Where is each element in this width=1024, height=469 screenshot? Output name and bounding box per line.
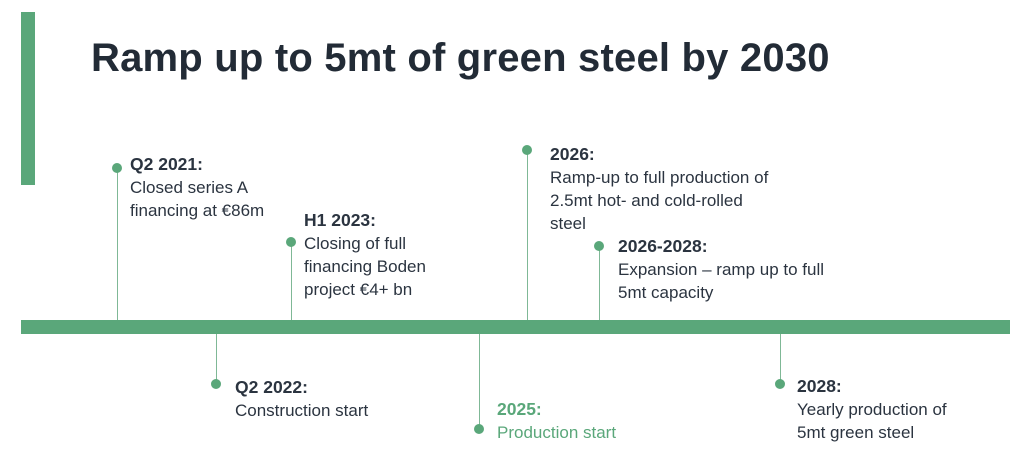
connector-line: [216, 334, 217, 384]
page-title: Ramp up to 5mt of green steel by 2030: [91, 36, 830, 80]
event-description: Ramp-up to full production of 2.5mt hot-…: [550, 168, 769, 233]
event-description: Construction start: [235, 401, 369, 420]
event-date: Q2 2022:: [235, 377, 308, 397]
event-date: Q2 2021:: [130, 154, 203, 174]
connector-line: [117, 168, 118, 320]
accent-bar: [21, 12, 35, 185]
timeline-event-q2-2022: Q2 2022: Construction start: [235, 376, 368, 422]
timeline-event-q2-2021: Q2 2021: Closed series A financing at €8…: [130, 153, 264, 222]
connector-line: [599, 246, 600, 320]
timeline-event-h1-2023: H1 2023: Closing of full financing Boden…: [304, 209, 426, 301]
timeline-dot: [594, 241, 604, 251]
event-description: Expansion – ramp up to full 5mt capacity: [618, 260, 825, 302]
timeline-dot: [474, 424, 484, 434]
connector-line: [527, 150, 528, 320]
timeline-event-2026: 2026: Ramp-up to full production of 2.5m…: [550, 143, 768, 235]
connector-line: [291, 242, 292, 320]
timeline-dot: [522, 145, 532, 155]
timeline-dot: [286, 237, 296, 247]
timeline-bar: [21, 320, 1010, 334]
event-description: Production start: [497, 423, 617, 442]
connector-line: [479, 334, 480, 429]
event-date: H1 2023:: [304, 210, 376, 230]
connector-line: [780, 334, 781, 384]
event-description: Closing of full financing Boden project …: [304, 234, 426, 299]
timeline-event-2025: 2025: Production start: [497, 398, 616, 444]
event-date: 2028:: [797, 376, 842, 396]
timeline-event-2028: 2028: Yearly production of 5mt green ste…: [797, 375, 947, 444]
event-description: Closed series A financing at €86m: [130, 178, 265, 220]
timeline-event-2026-2028: 2026-2028: Expansion – ramp up to full 5…: [618, 235, 824, 304]
event-date: 2026-2028:: [618, 236, 708, 256]
timeline-dot: [112, 163, 122, 173]
event-description: Yearly production of 5mt green steel: [797, 400, 947, 442]
timeline-dot: [775, 379, 785, 389]
timeline-dot: [211, 379, 221, 389]
event-date: 2025:: [497, 399, 542, 419]
event-date: 2026:: [550, 144, 595, 164]
